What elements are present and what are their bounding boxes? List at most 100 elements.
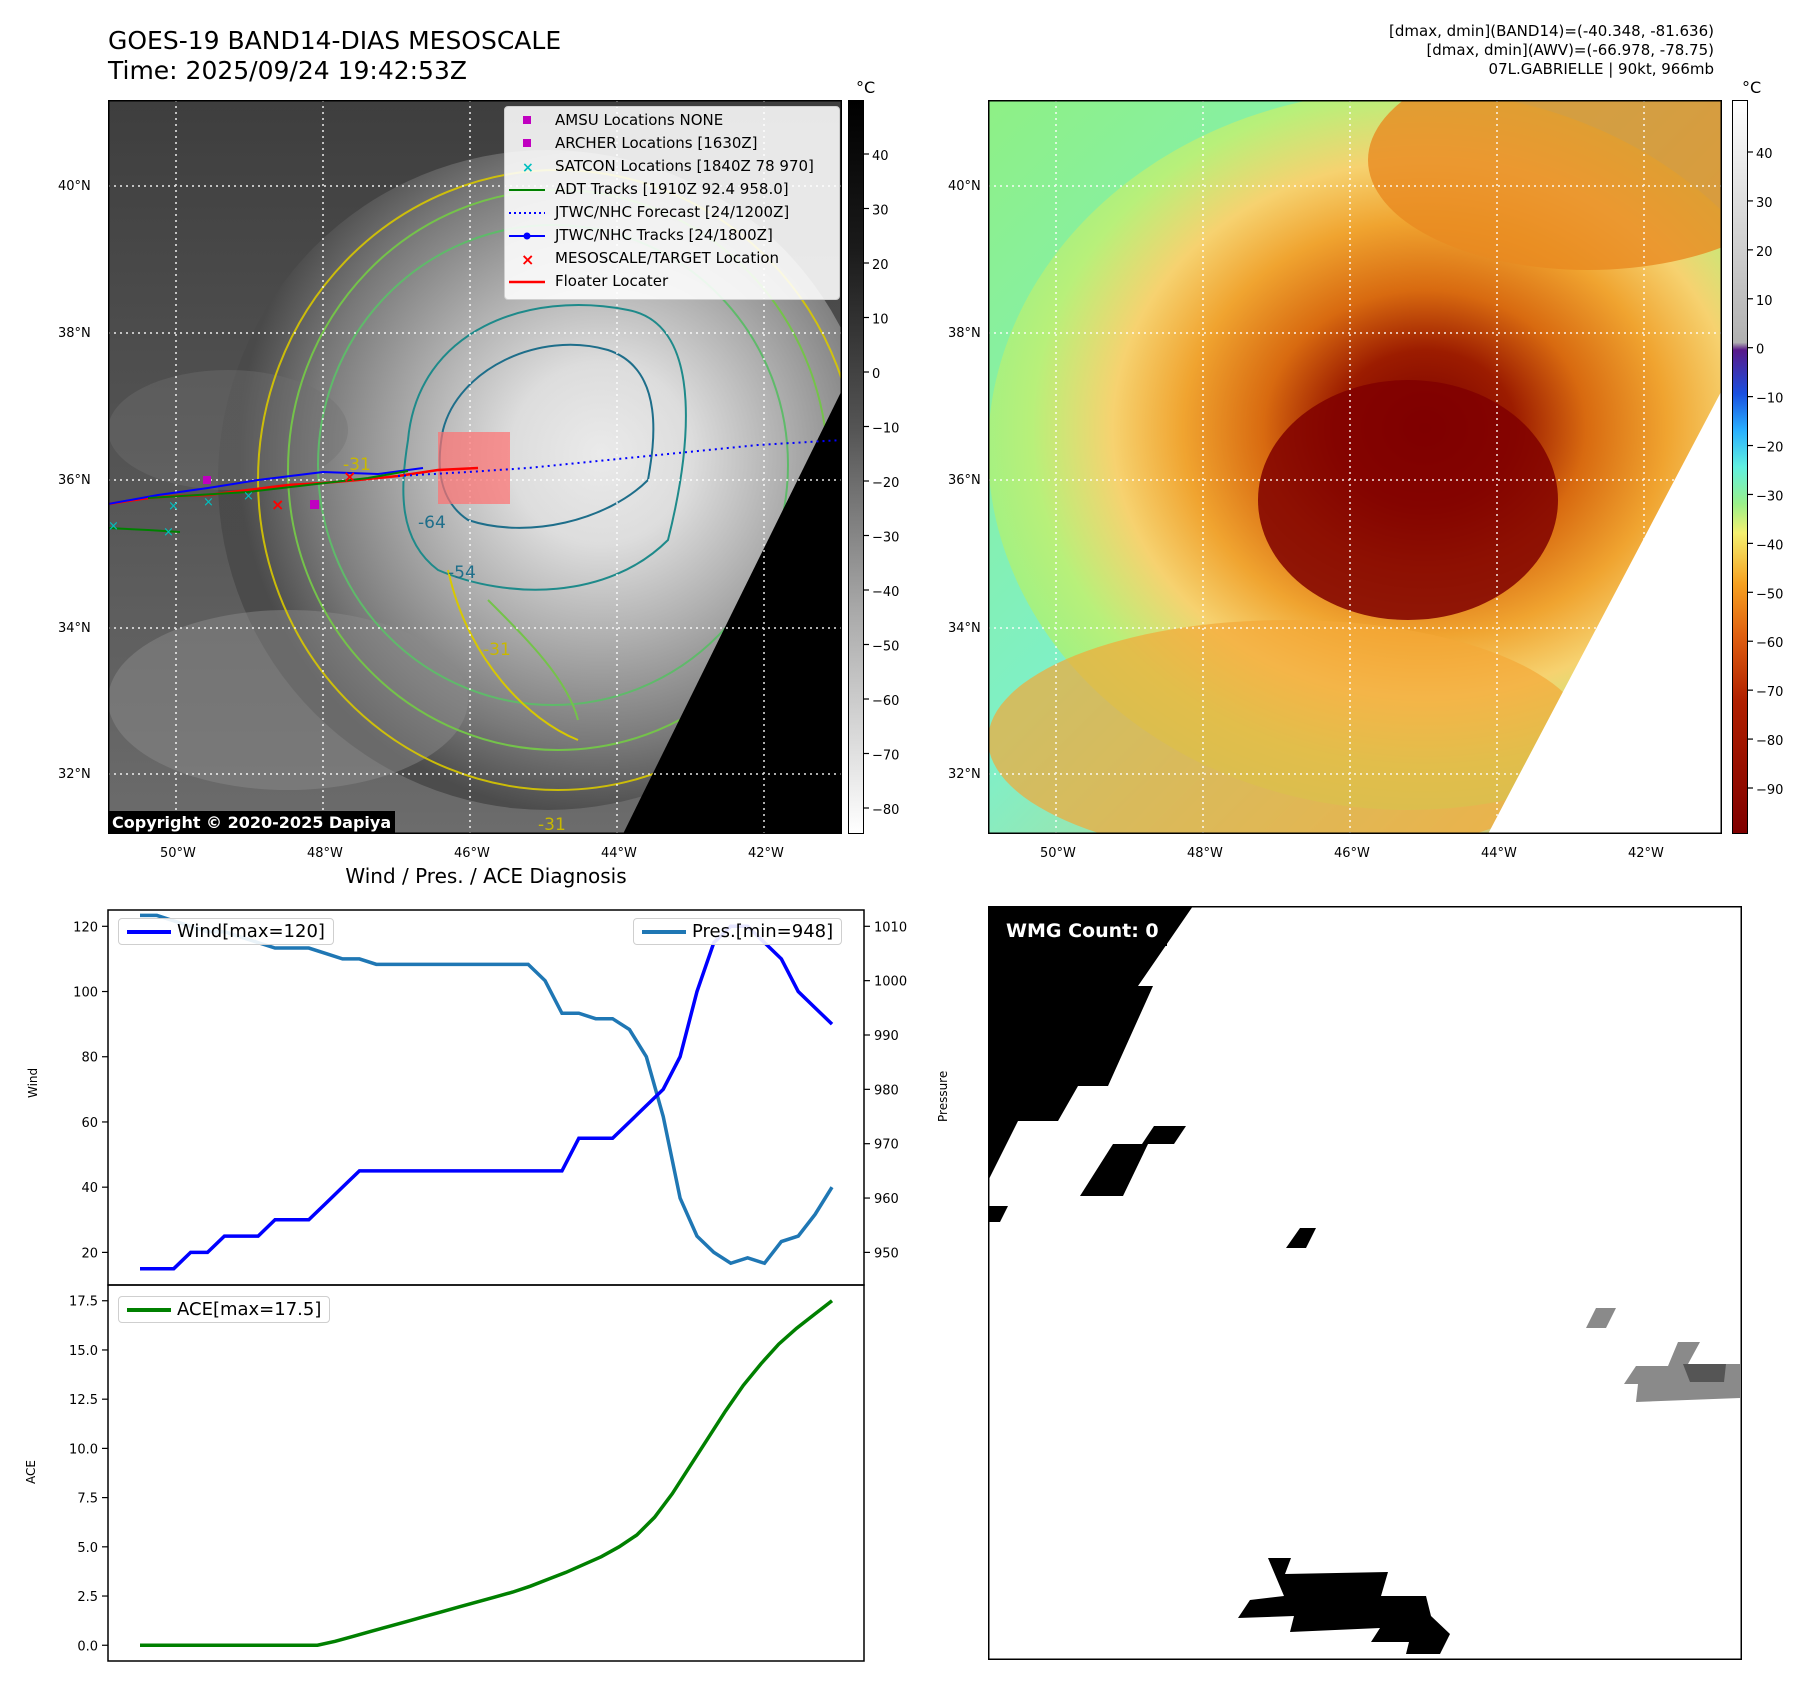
ace-legend-swatch (127, 1308, 171, 1312)
gray-colorbar-tick-label: 40 (872, 149, 889, 164)
wmg-count-label: WMG Count: 0 (998, 916, 1167, 946)
color-colorbar-tick-label: −10 (1756, 392, 1783, 407)
lat-label-32n-right: 32°N (948, 767, 981, 782)
wind-axis-tick-label: 60 (81, 1116, 98, 1131)
gray-colorbar (848, 100, 864, 834)
svg-text:×: × (108, 519, 119, 534)
ace-legend: ACE[max=17.5] (118, 1296, 331, 1323)
wind-axis-tick-label: 80 (81, 1051, 98, 1066)
satcon-markers: × × × × × (108, 489, 254, 540)
color-colorbar-tick-label: 0 (1756, 343, 1764, 358)
gray-colorbar-ticks: 40 30 20 10 0 −10 −20 −30 −40 −50 −60 −70 −80 (864, 149, 899, 818)
ace-axis-tick-label: 10.0 (69, 1442, 98, 1457)
ace-axis-tick-label: 0.0 (77, 1639, 98, 1654)
wind-legend: Wind[max=120] (118, 918, 334, 945)
pres-legend-swatch (642, 930, 686, 934)
wind-legend-swatch (127, 930, 171, 934)
archer-markers (203, 476, 319, 509)
pressure-axis-tick-label: 1010 (874, 920, 907, 935)
lon-label-44w: 44°W (601, 846, 637, 861)
target-markers: × × (271, 467, 356, 514)
gray-colorbar-tick-label: −10 (872, 422, 899, 437)
gray-colorbar-tick-label: −40 (872, 585, 899, 600)
lon-label-48w-right: 48°W (1187, 846, 1223, 861)
lon-label-46w-right: 46°W (1334, 846, 1370, 861)
wmg-panel: WMG Count: 0 (988, 906, 1742, 1660)
contour-label-31a: -31 (483, 640, 511, 660)
lat-label-34n: 34°N (58, 621, 91, 636)
pressure-axis-tick-label: 980 (874, 1083, 899, 1098)
lat-label-40n: 40°N (58, 179, 91, 194)
storm-info-storm: 07L.GABRIELLE | 90kt, 966mb (1488, 60, 1714, 78)
color-ir-map-panel (988, 50, 1801, 860)
wind-pres-plot-frame (107, 909, 865, 1286)
lat-label-38n: 38°N (58, 326, 91, 341)
ace-axis-tick-label: 12.5 (69, 1393, 98, 1408)
storm-info-awv: [dmax, dmin](AWV)=(-66.978, -78.75) (1426, 41, 1714, 59)
gray-colorbar-tick-label: −30 (872, 531, 899, 546)
pressure-axis-label: Pressure (936, 1070, 950, 1122)
svg-text:×: × (521, 250, 534, 269)
wind-axis-tick-label: 120 (73, 920, 98, 935)
contour-label-31c: -31 (538, 815, 566, 834)
ace-axis-label: ACE (24, 1460, 38, 1484)
ace-series-line (140, 1299, 834, 1648)
wind-axis-tick-label: 20 (81, 1246, 98, 1261)
copyright-label: Copyright © 2020-2025 Dapiya (108, 811, 396, 834)
contour-label-64: -64 (418, 513, 446, 533)
color-colorbar-tick-label: −20 (1756, 441, 1783, 456)
svg-text:×: × (522, 160, 534, 176)
lon-label-42w: 42°W (748, 846, 784, 861)
lat-label-36n-right: 36°N (948, 473, 981, 488)
gray-colorbar-tick-label: 20 (872, 258, 889, 273)
contour-label-54: -54 (448, 563, 476, 583)
lon-label-42w-right: 42°W (1628, 846, 1664, 861)
lon-label-50w: 50°W (160, 846, 196, 861)
ace-axis-tick-label: 15.0 (69, 1344, 98, 1359)
color-colorbar-tick-label: −90 (1756, 783, 1783, 798)
gray-colorbar-tick-label: −80 (872, 803, 899, 818)
jtwc-forecast-track (397, 439, 843, 477)
color-colorbar-unit: °C (1742, 78, 1762, 97)
lon-label-48w: 48°W (307, 846, 343, 861)
gray-colorbar-tick-label: 10 (872, 313, 889, 328)
storm-info: [dmax, dmin](BAND14)=(-40.348, -81.636) … (1389, 22, 1714, 79)
ace-axis-tick-label: 2.5 (77, 1590, 98, 1605)
pressure-series-line (140, 913, 834, 1266)
lon-label-46w: 46°W (454, 846, 490, 861)
gray-colorbar-tick-label: −70 (872, 749, 899, 764)
wind-axis-tick-label: 40 (81, 1181, 98, 1196)
color-colorbar-tick-label: −30 (1756, 489, 1783, 504)
jtwc-track (107, 467, 424, 505)
gray-colorbar-tick-label: −60 (872, 694, 899, 709)
gray-colorbar-tick-label: −50 (872, 640, 899, 655)
diagnosis-chart: 20 40 60 80 100 120 950 960 970 980 990 1000 1010 0.… (69, 909, 907, 1662)
figure-title: GOES-19 BAND14-DIAS MESOSCALE Time: 2025… (108, 26, 561, 86)
color-colorbar-tick-label: −80 (1756, 734, 1783, 749)
contour-label-31b: -31 (343, 455, 371, 475)
wind-series-line (140, 924, 834, 1271)
color-colorbar-tick-label: 30 (1756, 196, 1773, 211)
svg-text:×: × (271, 495, 284, 514)
svg-text:×: × (243, 489, 254, 504)
color-colorbar-tick-label: −50 (1756, 587, 1783, 602)
storm-info-band14: [dmax, dmin](BAND14)=(-40.348, -81.636) (1389, 22, 1714, 40)
wind-axis-label: Wind (26, 1067, 40, 1098)
svg-text:×: × (163, 525, 174, 540)
pressure-axis-tick-label: 960 (874, 1192, 899, 1207)
gray-colorbar-tick-label: 30 (872, 204, 889, 219)
figure-title-line2: Time: 2025/09/24 19:42:53Z (108, 56, 467, 85)
svg-text:×: × (168, 499, 179, 514)
color-colorbar-tick-label: 10 (1756, 294, 1773, 309)
map-legend: AMSU Locations NONE ARCHER Locations [16… (504, 106, 840, 300)
lat-label-32n: 32°N (58, 767, 91, 782)
wind-legend-label: Wind[max=120] (177, 921, 325, 942)
lon-label-50w-right: 50°W (1040, 846, 1076, 861)
color-ir-map-image (988, 50, 1801, 860)
color-colorbar-tick-label: −70 (1756, 685, 1783, 700)
lat-label-34n-right: 34°N (948, 621, 981, 636)
wmg-image (988, 906, 1742, 1660)
lat-label-38n-right: 38°N (948, 326, 981, 341)
color-colorbar-tick-label: 20 (1756, 245, 1773, 260)
lat-label-40n-right: 40°N (948, 179, 981, 194)
